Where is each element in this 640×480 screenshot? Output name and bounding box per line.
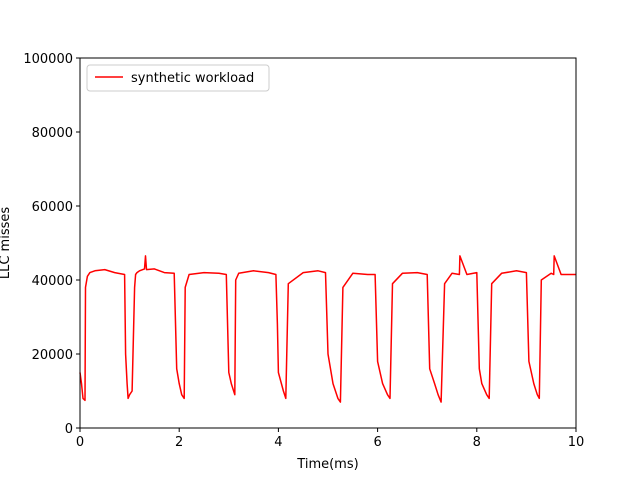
x-tick-label: 4 [274, 435, 282, 450]
y-tick-label: 20000 [32, 348, 73, 363]
y-tick-label: 0 [65, 422, 73, 437]
y-tick-label: 80000 [32, 126, 73, 141]
legend-box [86, 64, 270, 92]
series-layer [79, 255, 576, 403]
legend: synthetic workload [86, 64, 270, 92]
x-axis-label: Time(ms) [296, 457, 358, 472]
y-tick-label: 100000 [23, 52, 73, 67]
x-tick-label: 2 [175, 435, 183, 450]
plot-background [80, 58, 576, 428]
x-axis: 0 2 4 6 8 10 [76, 428, 584, 450]
y-axis-label: LLC misses [0, 207, 13, 280]
y-tick-label: 60000 [32, 200, 73, 215]
x-tick-label: 8 [473, 435, 481, 450]
x-tick-label: 6 [373, 435, 381, 450]
x-tick-label: 10 [568, 435, 585, 450]
y-axis: 0 20000 40000 60000 80000 100000 [23, 52, 80, 437]
y-tick-label: 40000 [32, 274, 73, 289]
legend-label: synthetic workload [131, 71, 254, 86]
plot-frame [79, 57, 577, 429]
x-tick-label: 0 [76, 435, 84, 450]
series-line [79, 255, 576, 403]
